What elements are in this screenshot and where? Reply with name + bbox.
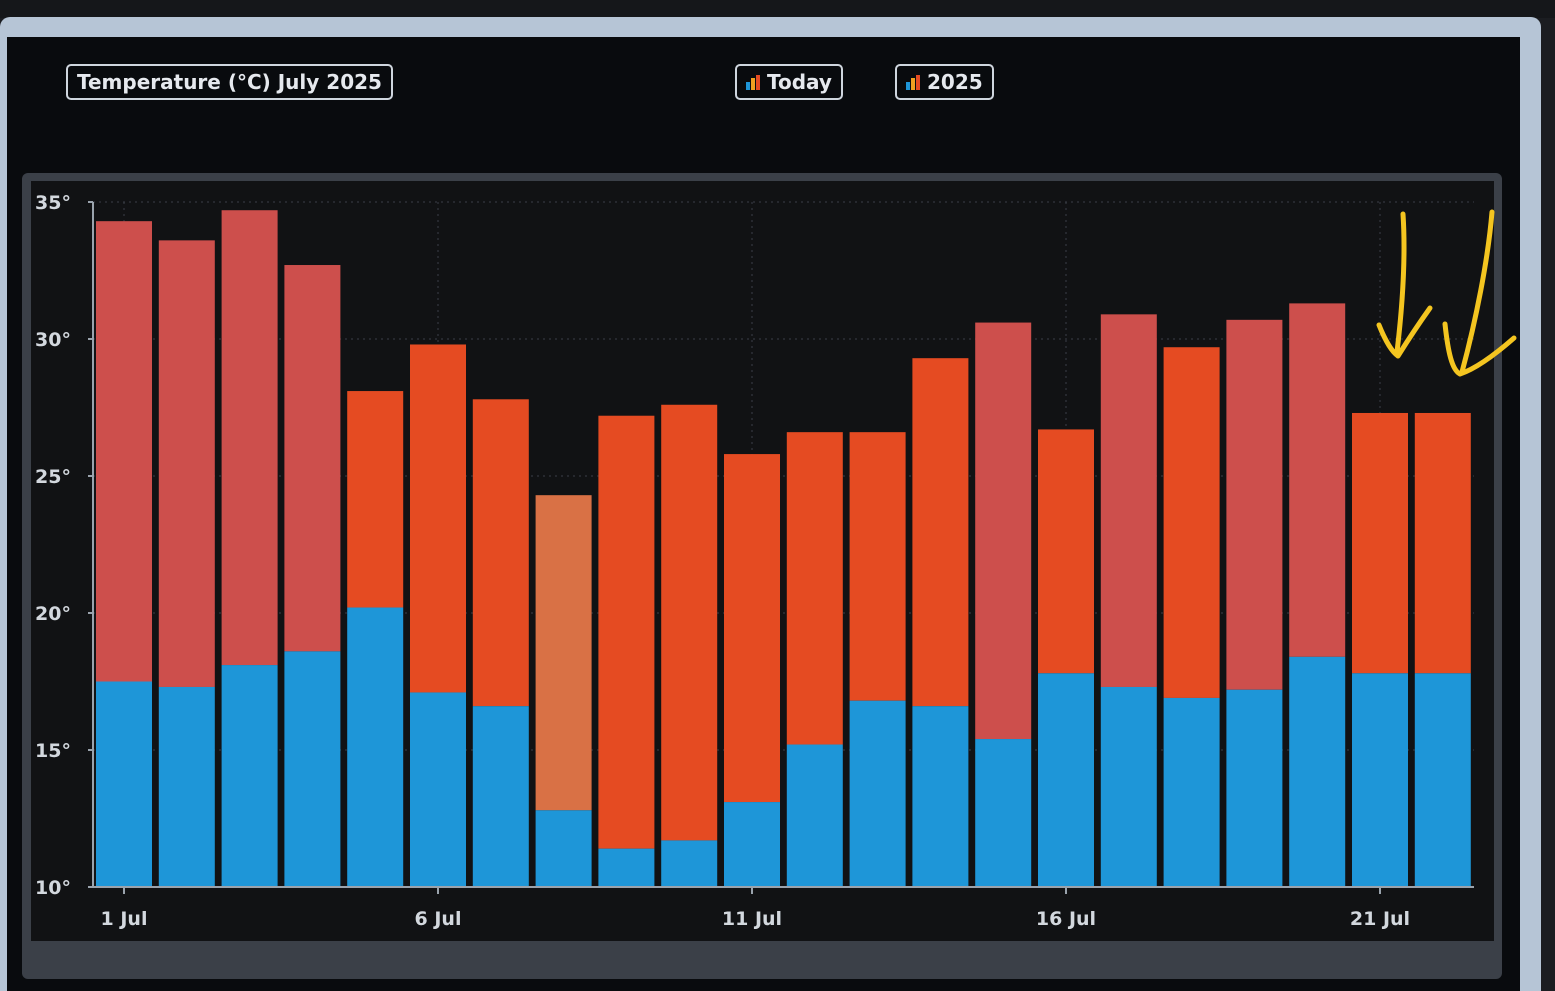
bar-min-12 <box>786 744 843 887</box>
bar-min-4 <box>284 651 341 887</box>
bar-min-11 <box>724 802 780 887</box>
bars <box>96 210 1471 887</box>
bar-range-6 <box>410 344 466 693</box>
x-tick-label: 16 Jul <box>1036 908 1096 930</box>
background-window-strip <box>0 0 1555 18</box>
bar-range-16 <box>1038 429 1094 674</box>
y-tick-label: 25° <box>35 466 71 488</box>
bar-min-17 <box>1100 686 1157 887</box>
bar-min-19 <box>1226 689 1283 887</box>
axes: 10° 15° 20° 25° 30° 35° 1 Jul 6 Jul 11 Jul 16 Jul… <box>35 192 1474 930</box>
bar-range-1 <box>96 221 152 682</box>
y-tick-label: 10° <box>35 877 71 899</box>
bar-min-16 <box>1038 673 1094 887</box>
today-label: Today <box>767 70 832 94</box>
chart-title-button[interactable]: Temperature (°C) July 2025 <box>66 64 393 100</box>
bar-min-13 <box>849 700 906 887</box>
x-tick-label: 6 Jul <box>415 908 462 930</box>
bar-range-21 <box>1352 412 1408 674</box>
x-tick-label: 1 Jul <box>101 908 148 930</box>
y-tick-label: 35° <box>35 192 71 214</box>
bar-chart-icon <box>906 74 920 90</box>
bar-min-10 <box>661 840 718 887</box>
bar-min-9 <box>598 848 655 887</box>
bar-min-14 <box>912 706 969 887</box>
bar-range-3 <box>221 210 278 666</box>
bar-range-10 <box>661 404 718 841</box>
bar-min-21 <box>1352 673 1408 887</box>
bar-range-19 <box>1226 319 1283 690</box>
bar-range-8 <box>535 495 592 811</box>
bar-range-22 <box>1414 412 1471 674</box>
bar-range-9 <box>598 415 655 849</box>
bar-min-8 <box>535 810 592 887</box>
annotation-arrow-2 <box>1442 209 1517 377</box>
bar-range-12 <box>786 432 843 745</box>
year-label: 2025 <box>927 70 983 94</box>
bar-min-3 <box>221 665 278 887</box>
y-tick-label: 30° <box>35 329 71 351</box>
bar-range-7 <box>472 399 529 707</box>
bar-min-18 <box>1163 697 1220 887</box>
annotation-arrow-1 <box>1376 211 1433 359</box>
bar-min-1 <box>96 681 152 887</box>
bar-range-2 <box>158 240 215 687</box>
bar-range-4 <box>284 265 341 652</box>
bar-range-17 <box>1100 314 1157 687</box>
y-tick-label: 15° <box>35 740 71 762</box>
x-tick-label: 21 Jul <box>1350 908 1410 930</box>
bar-range-18 <box>1163 347 1220 698</box>
bar-range-13 <box>849 432 906 701</box>
bar-range-20 <box>1289 303 1346 657</box>
bar-range-14 <box>912 358 969 707</box>
today-button[interactable]: Today <box>735 64 843 100</box>
bar-min-5 <box>347 607 404 887</box>
bar-chart-icon <box>746 74 760 90</box>
bar-min-20 <box>1289 656 1346 887</box>
y-tick-label: 20° <box>35 603 71 625</box>
annotation-arrows <box>1376 209 1517 377</box>
bar-min-22 <box>1414 673 1471 887</box>
bar-min-15 <box>975 739 1032 887</box>
bar-range-15 <box>975 322 1032 740</box>
bar-min-6 <box>410 692 466 887</box>
bar-min-2 <box>158 686 215 887</box>
bar-range-11 <box>724 454 780 803</box>
year-button[interactable]: 2025 <box>895 64 994 100</box>
bar-min-7 <box>472 706 529 887</box>
bar-range-5 <box>347 391 404 608</box>
chart-title: Temperature (°C) July 2025 <box>77 70 382 94</box>
x-tick-label: 11 Jul <box>722 908 782 930</box>
